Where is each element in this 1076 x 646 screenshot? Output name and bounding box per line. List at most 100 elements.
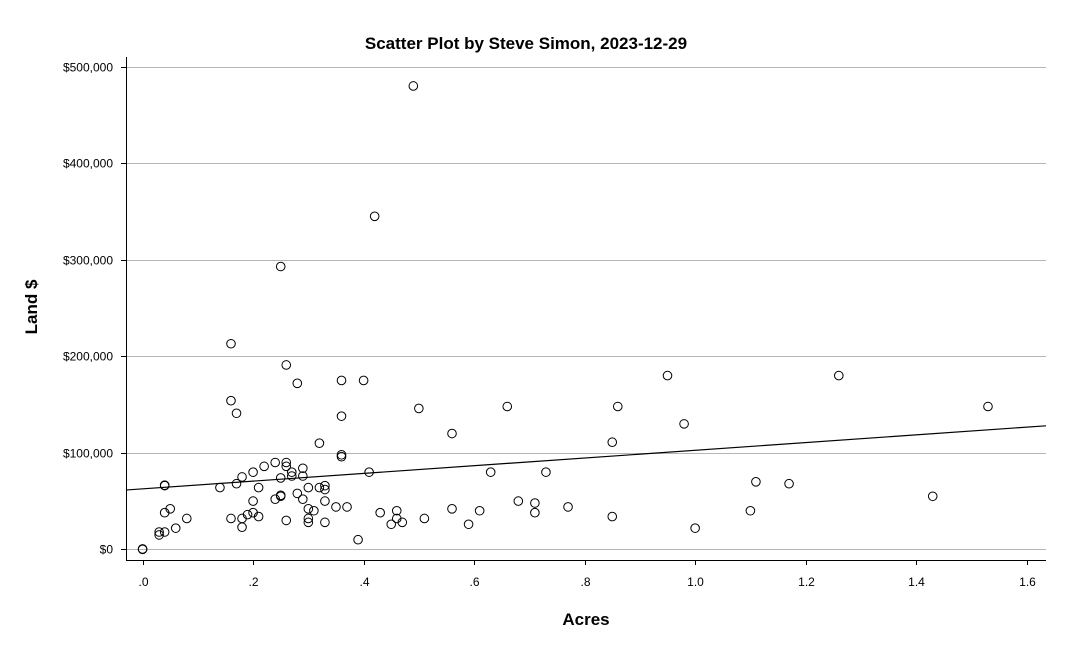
data-point <box>530 507 540 518</box>
gridlines <box>126 67 1046 550</box>
data-point <box>231 408 242 419</box>
data-point <box>281 360 292 370</box>
data-point <box>259 461 269 472</box>
data-point <box>397 517 408 528</box>
data-point <box>342 502 352 512</box>
data-point <box>237 472 247 482</box>
data-point <box>833 370 844 381</box>
data-point <box>485 467 496 477</box>
data-point <box>275 473 286 483</box>
data-point <box>215 482 225 493</box>
data-point <box>358 375 369 386</box>
data-point <box>314 482 325 493</box>
data-point <box>303 504 314 514</box>
data-point <box>474 505 485 516</box>
data-point <box>513 496 524 506</box>
data-point <box>364 467 374 477</box>
axes: $0 $100,000 $200,000 $300,000 $400,000 $500,0… <box>63 57 1046 589</box>
data-point <box>154 530 164 540</box>
data-point <box>303 513 314 524</box>
data-point <box>242 509 253 520</box>
fit-line <box>125 425 1047 491</box>
data-point <box>253 511 264 522</box>
data-point <box>612 401 623 412</box>
y-tick-label: $500,000 <box>63 61 113 75</box>
chart-title: Scatter Plot by Steve Simon, 2023-12-29 <box>365 34 687 53</box>
x-tick-label: .2 <box>248 575 258 589</box>
data-point <box>679 419 689 429</box>
data-point <box>419 513 430 524</box>
data-point <box>286 467 297 477</box>
x-axis-title: Acres <box>562 610 609 629</box>
data-point <box>447 428 457 439</box>
data-point <box>281 461 292 472</box>
data-point <box>320 517 330 528</box>
data-point <box>159 480 170 490</box>
data-point <box>298 471 308 481</box>
data-point <box>331 502 341 512</box>
x-tick-label: .0 <box>138 575 148 589</box>
data-point <box>275 261 286 272</box>
data-point <box>336 375 347 386</box>
data-point <box>314 438 325 448</box>
data-point <box>303 517 314 528</box>
data-point <box>226 395 236 406</box>
data-points <box>137 81 993 555</box>
data-point <box>303 482 314 493</box>
data-point <box>391 505 402 516</box>
data-point <box>690 523 700 533</box>
data-point <box>248 467 258 477</box>
data-point <box>154 527 164 537</box>
data-point <box>253 482 264 493</box>
data-point <box>336 451 347 462</box>
data-point <box>983 401 993 412</box>
data-point <box>159 527 170 537</box>
data-point <box>662 370 673 381</box>
data-point <box>607 437 618 448</box>
data-point <box>298 494 308 504</box>
data-point <box>226 513 236 524</box>
data-point <box>927 491 938 502</box>
data-point <box>165 504 176 514</box>
data-point <box>502 401 513 412</box>
data-point <box>336 449 347 460</box>
data-point <box>463 519 474 530</box>
data-point <box>237 522 247 532</box>
data-point <box>292 378 303 389</box>
data-point <box>530 498 540 508</box>
y-tick-label: $0 <box>100 543 114 557</box>
x-tick-label: .6 <box>469 575 479 589</box>
data-point <box>298 463 308 474</box>
data-point <box>386 519 397 530</box>
data-point <box>170 523 181 533</box>
data-point <box>320 484 330 495</box>
data-point <box>137 544 148 554</box>
data-point <box>353 534 363 545</box>
data-point <box>231 478 242 489</box>
x-tick-label: .8 <box>580 575 590 589</box>
x-tick-label: 1.6 <box>1019 575 1036 589</box>
data-point <box>369 211 380 222</box>
data-point <box>181 513 192 524</box>
data-point <box>751 476 761 487</box>
data-point <box>745 505 756 516</box>
data-point <box>286 471 297 481</box>
data-point <box>270 457 280 468</box>
data-point <box>447 504 457 514</box>
data-point <box>309 505 319 516</box>
data-point <box>281 515 292 526</box>
data-point <box>375 507 385 518</box>
data-point <box>275 490 286 501</box>
y-tick-label: $300,000 <box>63 254 113 268</box>
data-point <box>414 403 424 414</box>
data-point <box>563 502 573 512</box>
data-point <box>607 511 618 522</box>
y-tick-label: $200,000 <box>63 350 113 364</box>
y-axis-title: Land $ <box>22 279 41 334</box>
data-point <box>281 457 292 468</box>
x-tick-label: .4 <box>359 575 369 589</box>
data-point <box>336 411 347 421</box>
y-tick-label: $100,000 <box>63 447 113 461</box>
data-point <box>408 81 419 91</box>
